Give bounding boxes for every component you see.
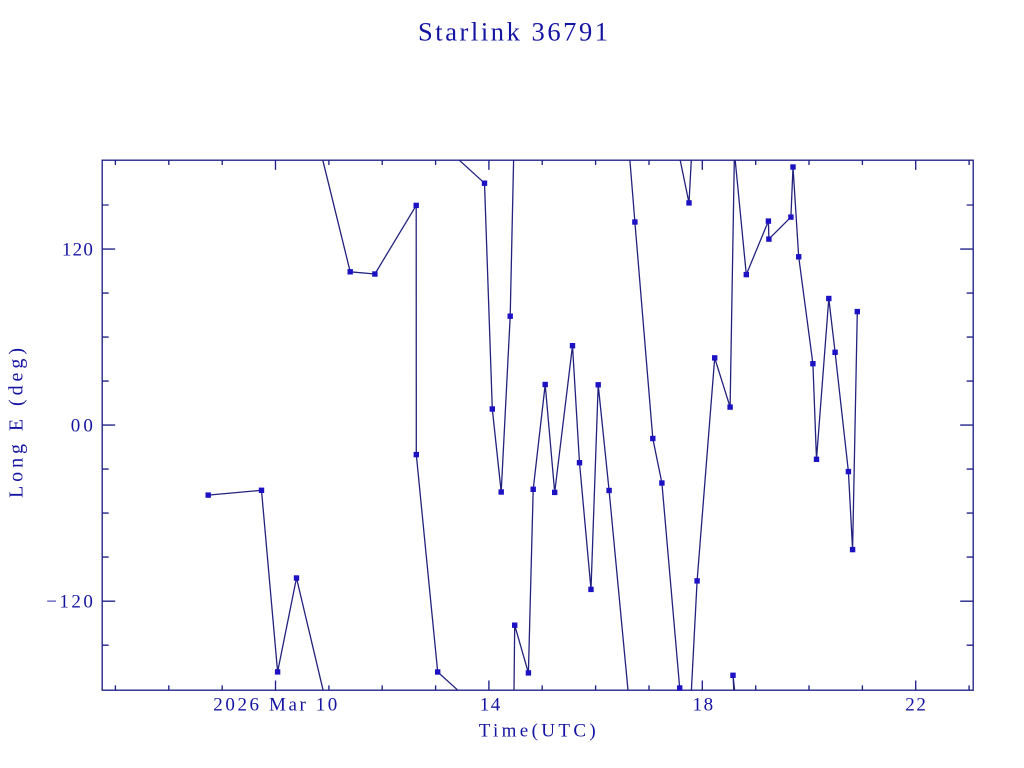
svg-text:2026 Mar 10: 2026 Mar 10 [213,694,337,715]
svg-text:18: 18 [693,694,714,715]
svg-text:22: 22 [905,694,926,715]
svg-text:120: 120 [62,239,93,260]
svg-text:Time(UTC): Time(UTC) [479,721,596,742]
svg-text:14: 14 [480,694,501,715]
svg-text:Starlink 36791: Starlink 36791 [418,16,608,46]
svg-text:Long E (deg): Long E (deg) [6,348,28,498]
